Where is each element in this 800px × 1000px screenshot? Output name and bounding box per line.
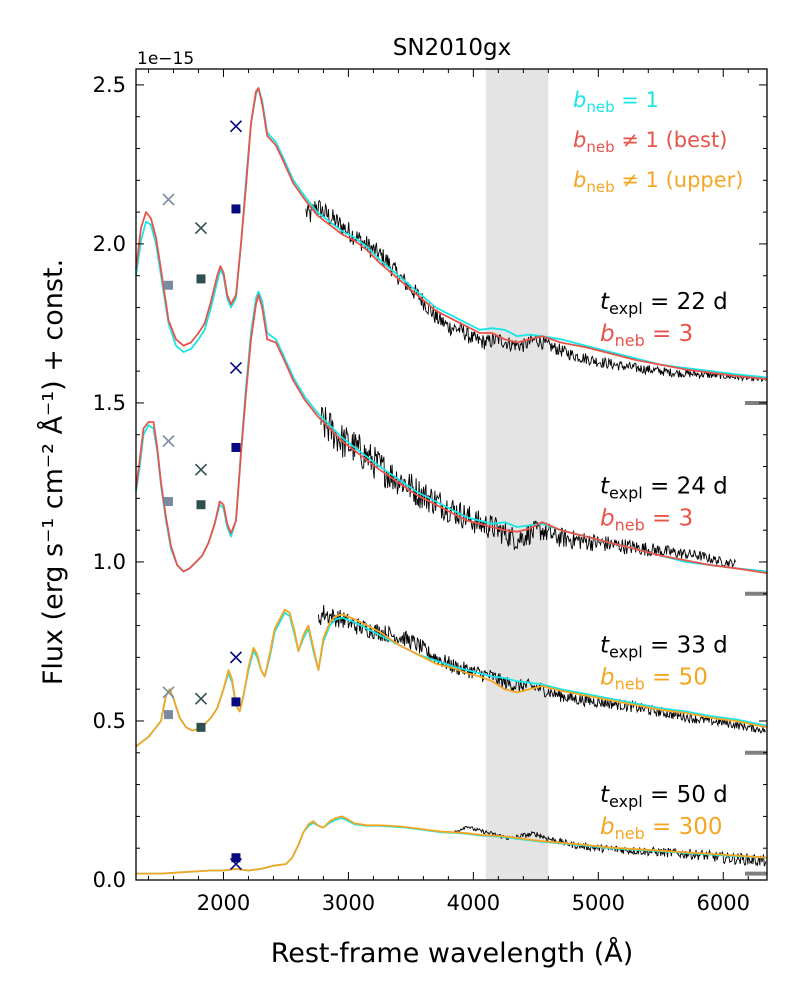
epoch-label-b-0: bneb = 3	[600, 321, 693, 350]
epoch-label-t-0: texpl = 22 d	[600, 289, 728, 318]
shaded-band-layer	[485, 69, 549, 880]
legend-entry-best: bneb ≠ 1 (best)	[573, 128, 727, 156]
marker-x-8	[229, 361, 243, 375]
marker-x-2	[229, 120, 243, 133]
marker-x-0	[162, 193, 175, 206]
plot-frame	[135, 68, 768, 881]
legend-entry-upper: bneb ≠ 1 (upper)	[573, 168, 744, 196]
marker-square-16	[196, 722, 206, 732]
y-tick-label-0: 0.0	[93, 868, 126, 892]
model_33d_upper	[135, 608, 768, 748]
marker-x-6	[162, 435, 175, 448]
marker-square-17	[231, 697, 241, 707]
epoch-label-t-1: texpl = 24 d	[600, 474, 728, 503]
x-tick-label-4000: 4000	[447, 891, 500, 915]
marker-square-4	[196, 274, 206, 284]
y-axis-label: Flux (erg s⁻¹ cm⁻² Å⁻¹) + const.	[37, 259, 69, 685]
marker-x-1	[194, 221, 208, 235]
y-tick-label-4: 2.0	[93, 232, 126, 256]
x-tick-layer: 2000 3000 4000 5000 6000	[147, 69, 750, 915]
epoch-label-b-1: bneb = 3	[600, 505, 693, 534]
x-tick-label-5000: 5000	[572, 891, 625, 915]
epoch-label-t-3: texpl = 50 d	[600, 782, 728, 811]
marker-square-3	[163, 280, 173, 290]
marker-x-7	[194, 463, 208, 476]
chart-title: SN2010gx	[393, 35, 512, 61]
marker-square-9	[163, 497, 173, 507]
marker-x-13	[194, 692, 208, 705]
marker-x-14	[229, 651, 243, 664]
marker-square-11	[231, 442, 241, 452]
x-tick-label-2000: 2000	[197, 891, 250, 915]
model_24d_best	[135, 293, 768, 574]
epoch-label-b-3: bneb = 300	[600, 814, 723, 843]
shaded-band	[485, 69, 549, 880]
model_22d_best	[135, 87, 768, 380]
marker-square-15	[163, 710, 173, 720]
epoch-label-t-2: texpl = 33 d	[600, 633, 728, 662]
legend-entry-bneb1: bneb = 1	[573, 88, 659, 116]
legend: bneb = 1 bneb ≠ 1 (best) bneb ≠ 1 (upper)	[573, 88, 744, 196]
y-tick-layer: 0.0 0.5 1.0 1.5 2.0 2.5	[93, 73, 767, 892]
marker-x-12	[162, 686, 175, 699]
model_50d_upper	[136, 815, 768, 875]
y-tick-label-5: 2.5	[93, 73, 126, 97]
y-tick-label-2: 1.0	[93, 550, 126, 574]
observed_24d	[320, 406, 736, 569]
axes-layer	[135, 68, 768, 881]
marker-square-5	[231, 204, 241, 214]
y-tick-label-1: 0.5	[93, 709, 126, 733]
x-tick-label-3000: 3000	[322, 891, 375, 915]
marker-square-10	[196, 500, 206, 510]
y-tick-label-3: 1.5	[93, 391, 126, 415]
x-axis-label: Rest-frame wavelength (Å)	[271, 937, 634, 969]
marker-square-19	[231, 853, 241, 863]
model-spectra-layer	[135, 87, 768, 875]
axis-scale-label: 1e−15	[137, 49, 194, 69]
x-tick-label-6000: 6000	[697, 891, 750, 915]
marker-layer	[162, 120, 243, 871]
epoch-label-b-2: bneb = 50	[600, 664, 708, 693]
